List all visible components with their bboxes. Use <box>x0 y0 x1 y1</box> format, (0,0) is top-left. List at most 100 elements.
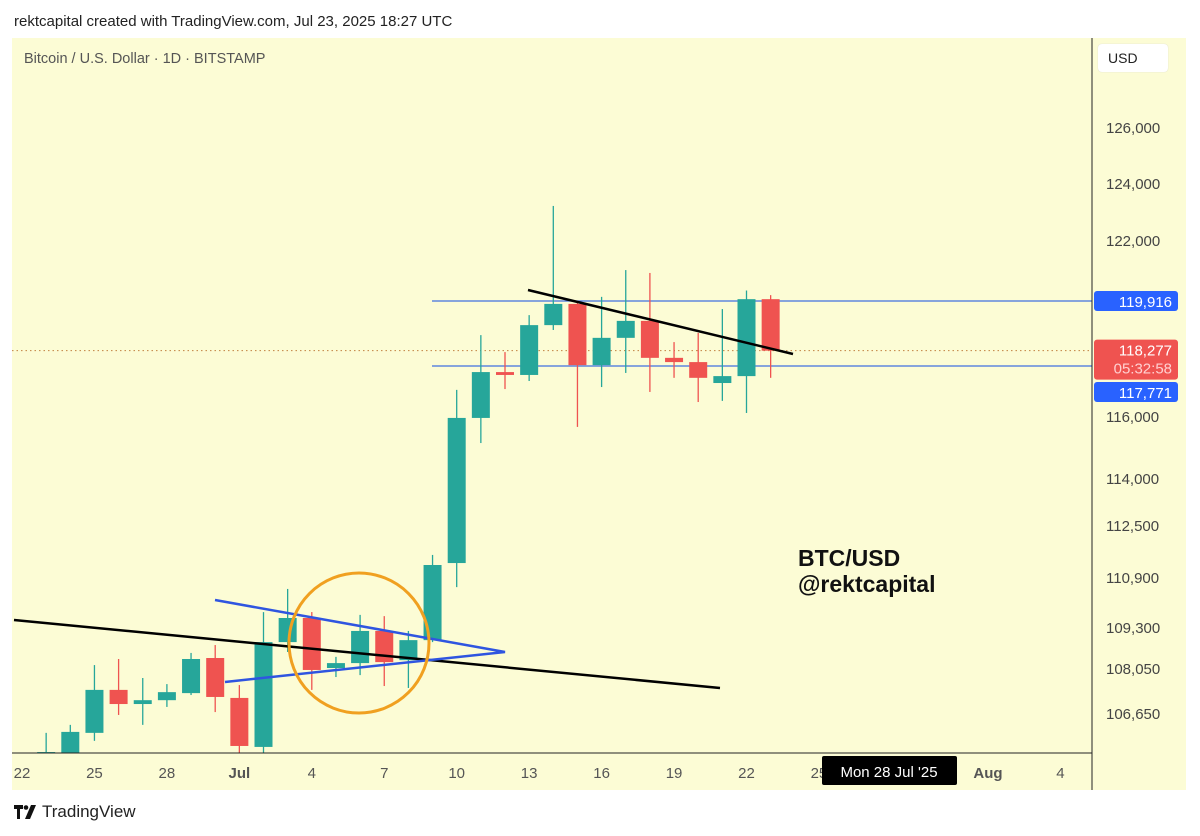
candle-body <box>640 320 659 358</box>
price-tick-label: 109,300 <box>1106 620 1160 637</box>
crosshair-date-label: Mon 28 Jul '25 <box>840 764 937 781</box>
candle <box>689 333 708 403</box>
candle <box>568 303 587 427</box>
candle <box>85 665 104 741</box>
candle <box>230 685 249 753</box>
candle <box>133 678 152 725</box>
time-tick-label: 28 <box>159 765 176 782</box>
level-price-label: 119,916 <box>1094 291 1178 311</box>
candle <box>592 296 611 388</box>
candle <box>544 205 563 330</box>
last-price-label-text: 05:32:58 <box>1114 361 1172 378</box>
level-price-label-box <box>1094 291 1178 311</box>
candle-body <box>761 299 780 351</box>
annotation-handle: @rektcapital <box>798 571 935 597</box>
candle <box>109 658 128 715</box>
candle-body <box>496 372 514 375</box>
candle <box>206 645 225 713</box>
candle <box>37 732 56 753</box>
price-tick-label: 112,500 <box>1106 518 1159 535</box>
candle-body <box>665 357 684 363</box>
candle-body <box>302 618 321 670</box>
time-tick-label: 4 <box>308 765 316 782</box>
currency-button[interactable]: USD <box>1098 44 1168 72</box>
level-price-label-box <box>1094 382 1178 402</box>
candle-body <box>713 376 732 384</box>
candle <box>665 342 684 378</box>
annotation-pair: BTC/USD <box>798 545 900 571</box>
triangle-pattern <box>214 598 506 684</box>
candle-body <box>520 325 539 375</box>
price-tick-label: 108,050 <box>1106 661 1160 678</box>
tradingview-brand: TradingView <box>42 802 136 821</box>
candle <box>520 315 539 382</box>
candle <box>375 616 394 687</box>
price-tick-label: 126,000 <box>1106 120 1160 137</box>
level-price-label: 117,771 <box>1094 382 1178 402</box>
candle <box>737 290 756 413</box>
candle <box>182 652 201 696</box>
candle <box>496 352 514 390</box>
candle-body <box>544 303 563 326</box>
candle-body <box>399 640 418 661</box>
candle-body <box>447 417 466 564</box>
candle-body <box>85 689 104 733</box>
candle <box>713 309 732 401</box>
candle <box>640 272 659 392</box>
time-tick-label: 19 <box>666 765 683 782</box>
time-tick-label: 16 <box>593 765 610 782</box>
candle <box>61 724 80 753</box>
level-price-label-text: 117,771 <box>1119 385 1172 402</box>
candle-body <box>592 337 611 366</box>
last-price-label-box <box>1094 339 1178 380</box>
candle-body <box>568 303 587 366</box>
time-tick-label: 7 <box>380 765 388 782</box>
candle <box>254 612 273 753</box>
time-tick-label: 22 <box>14 765 31 782</box>
time-tick-label: 22 <box>738 765 755 782</box>
candle-body <box>351 630 370 664</box>
candle-body <box>182 658 201 694</box>
tradingview-logo-icon <box>14 805 36 819</box>
candle-body <box>254 642 273 747</box>
time-tick-label: 10 <box>448 765 465 782</box>
price-tick-label: 124,000 <box>1106 176 1160 193</box>
candle-body <box>423 565 442 641</box>
candle-body <box>471 372 490 418</box>
candle-body <box>689 362 708 378</box>
candle-body <box>157 692 176 701</box>
price-tick-label: 106,650 <box>1106 706 1160 723</box>
candle-body <box>61 731 80 753</box>
time-tick-label: Aug <box>973 765 1002 782</box>
candle-body <box>326 663 345 669</box>
candle <box>326 656 345 678</box>
time-tick-label: Jul <box>229 765 251 782</box>
plot-area <box>12 205 1092 753</box>
candle-body <box>206 658 225 697</box>
crosshair-date-box <box>822 756 957 785</box>
candle <box>157 684 176 707</box>
time-tick-label: 25 <box>86 765 103 782</box>
candle <box>616 270 635 373</box>
chart-credit: rektcapital created with TradingView.com… <box>14 13 453 30</box>
candle <box>471 335 490 444</box>
level-price-label-text: 119,916 <box>1119 294 1172 311</box>
candle-body <box>109 689 128 705</box>
price-tick-label: 116,000 <box>1106 409 1159 426</box>
last-price-label-text: 118,277 <box>1119 343 1172 360</box>
candle <box>302 612 321 690</box>
price-tick-label: 122,000 <box>1106 233 1160 250</box>
trendline-upper <box>527 288 794 356</box>
candle-body <box>230 697 249 746</box>
trendline-lower <box>13 618 721 690</box>
symbol-title: Bitcoin / U.S. Dollar · 1D · BITSTAMP <box>24 51 266 67</box>
candle <box>423 554 442 643</box>
price-tick-label: 114,000 <box>1106 471 1159 488</box>
time-tick-label: 4 <box>1056 765 1064 782</box>
time-tick-label: 13 <box>521 765 538 782</box>
candle <box>399 630 418 688</box>
candle-body <box>133 700 152 705</box>
tradingview-logo[interactable]: TradingView <box>14 802 136 822</box>
